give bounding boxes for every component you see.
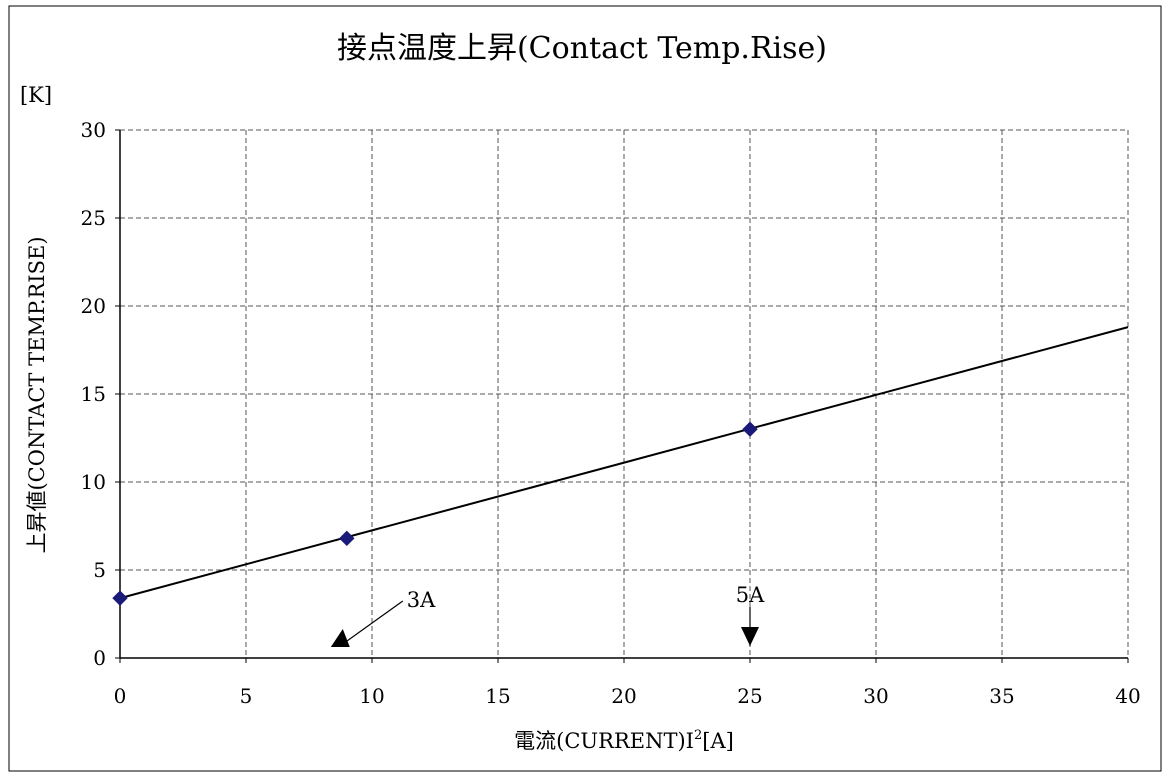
- x-tick-label: 20: [611, 684, 636, 708]
- annotation-layer: 3A 5A: [330, 583, 765, 647]
- y-tick-label: 0: [93, 646, 106, 670]
- y-tick-label: 5: [93, 558, 106, 582]
- x-tick-label: 0: [114, 684, 127, 708]
- annotation-label: 5A: [736, 583, 765, 607]
- chart-border: [8, 5, 1162, 772]
- annotation-arrowhead: [330, 629, 350, 647]
- y-axis-unit: [K]: [20, 83, 52, 107]
- y-tick-label: 25: [81, 206, 106, 230]
- tick-label-layer: 0 5 10 15 20 25 30 0 5 10 15 20 25 30 35 40: [81, 118, 1141, 708]
- x-tick-label: 15: [485, 684, 510, 708]
- x-axis-label-main: 電流(CURRENT)I: [514, 729, 694, 753]
- x-tick-label: 25: [737, 684, 762, 708]
- x-tick-label: 10: [359, 684, 384, 708]
- x-tick-label: 30: [863, 684, 888, 708]
- series-line: [119, 326, 1129, 600]
- y-tick-label: 20: [81, 294, 106, 318]
- y-tick-label: 30: [81, 118, 106, 142]
- x-axis-label-superscript: 2: [694, 728, 702, 743]
- chart-title: 接点温度上昇(Contact Temp.Rise): [337, 31, 827, 66]
- annotation-arrow-line: [342, 600, 404, 645]
- y-axis-label: 上昇値(CONTACT TEMP.RISE): [25, 236, 49, 553]
- y-tick-label: 15: [81, 382, 106, 406]
- data-point: [339, 530, 355, 547]
- x-axis-label-unit: [A]: [702, 729, 734, 753]
- axis-layer: [115, 129, 1129, 663]
- x-tick-label: 5: [240, 684, 253, 708]
- annotation-label: 3A: [407, 588, 436, 612]
- annotation-arrowhead: [741, 627, 759, 646]
- x-tick-label: 35: [989, 684, 1014, 708]
- series-layer: [112, 326, 1129, 606]
- grid-layer: [120, 129, 1129, 658]
- data-point: [742, 421, 758, 437]
- x-axis-label: 電流(CURRENT)I2[A]: [514, 728, 734, 753]
- data-point: [112, 590, 128, 606]
- y-tick-label: 10: [81, 470, 106, 494]
- x-tick-label: 40: [1115, 684, 1140, 708]
